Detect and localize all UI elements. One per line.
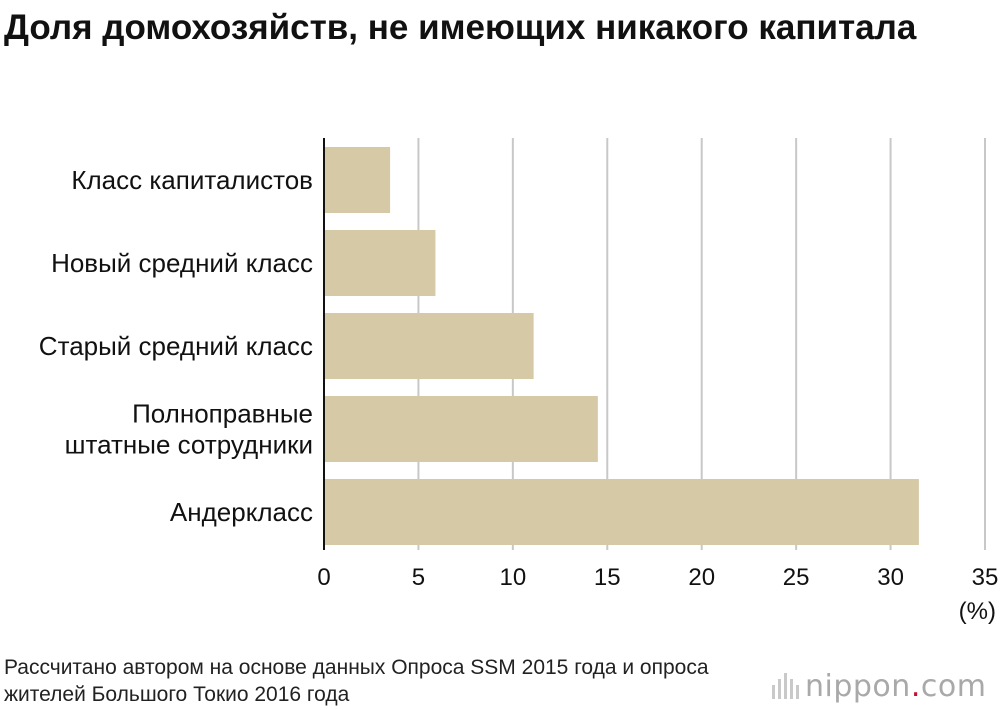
x-tick-label: 30 (877, 564, 904, 591)
x-tick-label: 5 (412, 564, 425, 591)
bar-chart: Класс капиталистов Новый средний класс Ста… (39, 138, 998, 625)
x-tick-label: 10 (500, 564, 527, 591)
tick-labels: 0 5 10 15 20 25 30 35 (317, 564, 998, 591)
nippon-logo: nippon.com (772, 666, 986, 706)
x-tick-label: 25 (783, 564, 810, 591)
category-labels: Класс капиталистов Новый средний класс Ста… (39, 165, 313, 527)
bar (324, 230, 436, 296)
bar (324, 479, 919, 545)
category-label: Полноправные штатные сотрудники (65, 399, 313, 460)
category-label: Новый средний класс (51, 248, 313, 278)
logo-bars-icon (772, 673, 799, 699)
bar (324, 313, 534, 379)
unit-label: (%) (959, 598, 996, 625)
logo-text: nippon.com (805, 668, 987, 704)
category-label: Класс капиталистов (71, 165, 313, 195)
bar (324, 147, 391, 213)
category-label: Андеркласс (170, 497, 313, 527)
bars (324, 147, 919, 545)
x-tick-label: 0 (317, 564, 330, 591)
category-label: Старый средний класс (39, 331, 313, 361)
source-note: Рассчитано автором на основе данных Опро… (4, 656, 709, 706)
x-tick-label: 20 (688, 564, 715, 591)
chart-title: Доля домохозяйств, не имеющих никакого к… (4, 8, 917, 47)
bar (324, 396, 598, 462)
x-tick-label: 15 (594, 564, 621, 591)
x-tick-label: 35 (972, 564, 999, 591)
